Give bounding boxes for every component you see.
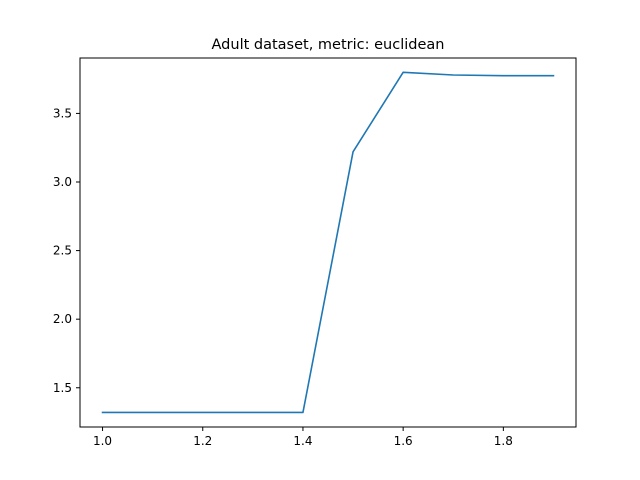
x-tick-label: 1.2 (193, 434, 212, 448)
series-line-0 (101, 71, 555, 414)
x-tick-label: 1.4 (293, 434, 312, 448)
axes-frame (79, 57, 577, 428)
y-tick-label: 2.5 (53, 244, 72, 258)
y-tick-label: 1.5 (53, 381, 72, 395)
x-tick-label: 1.0 (93, 434, 112, 448)
y-tick-label: 2.0 (53, 312, 72, 326)
y-axis: 1.5 2.0 2.5 3.0 3.5 (53, 106, 80, 395)
x-tick-label: 1.8 (494, 434, 513, 448)
x-tick-label: 1.6 (394, 434, 413, 448)
x-axis: 1.0 1.2 1.4 1.6 1.8 (93, 427, 513, 448)
y-tick-label: 3.5 (53, 106, 72, 120)
plot-area (101, 71, 555, 414)
y-tick-label: 3.0 (53, 175, 72, 189)
chart-title: Adult dataset, metric: euclidean (212, 37, 445, 53)
